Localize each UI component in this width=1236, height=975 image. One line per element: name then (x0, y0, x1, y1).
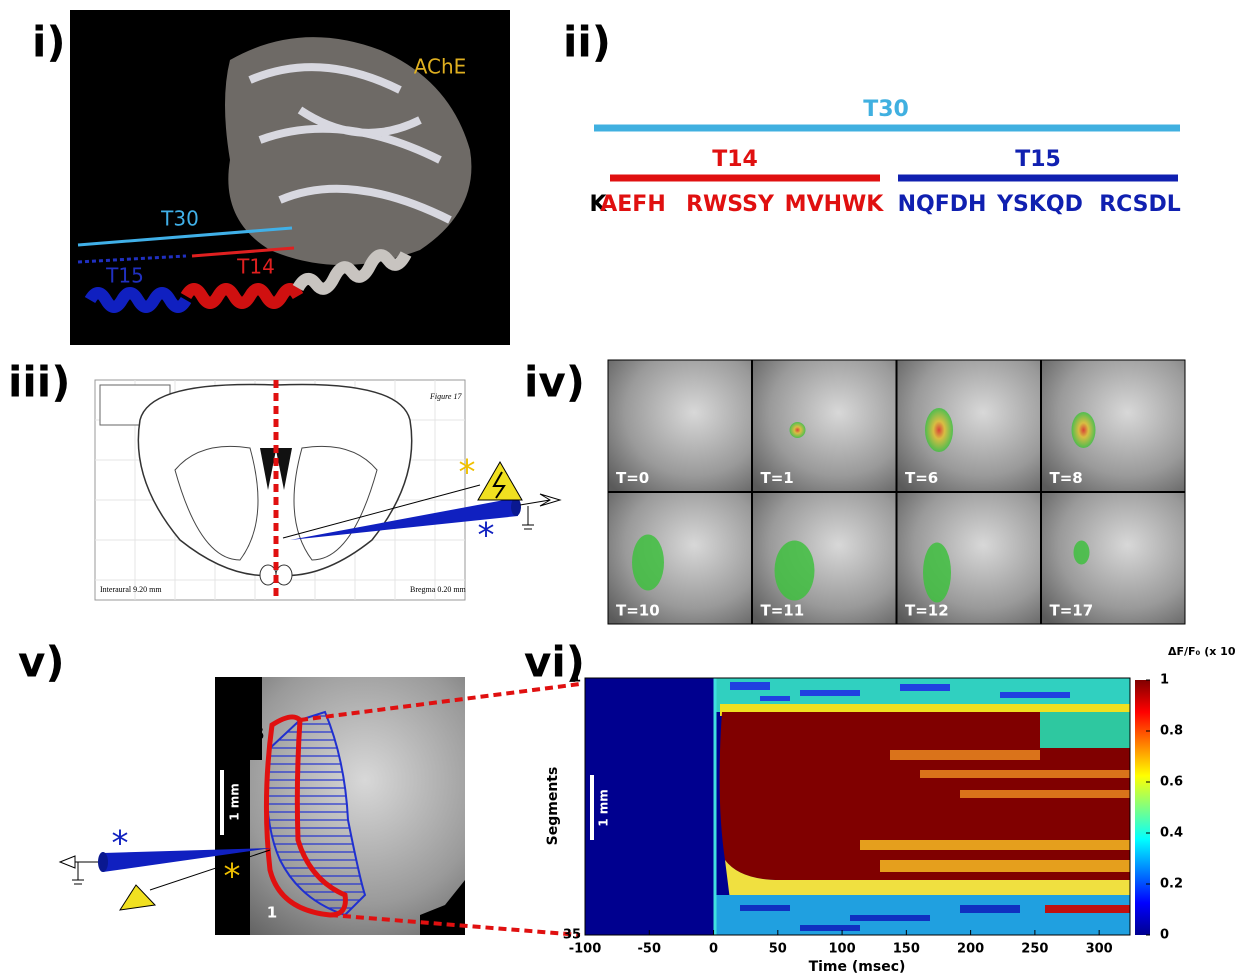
atlas-bregma: Bregma 0.20 mm (410, 585, 467, 594)
t30-label: T30 (160, 207, 199, 231)
y-axis-title: Segments (545, 767, 561, 846)
x-tick-label: -100 (569, 942, 602, 957)
segment-bottom: 1 (267, 904, 277, 922)
panel-label: vi) (524, 638, 585, 687)
panel-label: v) (18, 638, 65, 687)
protein-label: AChE (414, 55, 467, 79)
x-tick-label: 150 (893, 942, 920, 957)
svg-text:*: * (224, 857, 241, 897)
frame-grid: T=0 T=1 T=6 T=8 T=10 T=11 T=12 T=17 (607, 359, 1186, 625)
residue: RWSSY (686, 192, 775, 217)
colorbar-tick-label: 0.6 (1160, 775, 1183, 790)
plot-frame (584, 677, 1131, 936)
residue: NQFDH (898, 192, 987, 217)
x-tick-label: 100 (829, 942, 856, 957)
atlas-interaural: Interaural 9.20 mm (100, 585, 162, 594)
residue: K (589, 192, 607, 217)
t15-label: T15 (1015, 147, 1061, 172)
activity-blob (789, 422, 806, 438)
frame-image (1041, 359, 1186, 492)
residue: MVHWK (785, 192, 885, 217)
colorbar-tick-label: 0.8 (1160, 724, 1183, 739)
svg-text:*: * (459, 453, 476, 493)
x-axis-title: Time (msec) (809, 959, 906, 975)
brain-atlas: * * (94, 379, 562, 601)
svg-text:*: * (112, 824, 129, 864)
x-tick-label: -50 (638, 942, 662, 957)
residue: AEFH (600, 192, 666, 217)
svg-text:*: * (478, 516, 495, 556)
frame-label: T=1 (761, 469, 794, 487)
atlas-figure: Figure 17 (429, 392, 462, 401)
scale-label: 1 mm (597, 789, 611, 827)
t15-label: T15 (105, 264, 144, 288)
y-tick-label: 1 (572, 671, 581, 686)
activity-blob (925, 408, 953, 452)
frame-image (896, 359, 1041, 492)
frame-image (1041, 492, 1186, 625)
frame-image (752, 359, 897, 492)
frame-image (896, 492, 1041, 625)
frame-label: T=10 (616, 602, 660, 620)
colorbar-tick-label: 1 (1160, 673, 1169, 688)
panel-label: iii) (8, 358, 70, 407)
segment-image: * * (58, 677, 581, 937)
colorbar-tick-label: 0 (1160, 928, 1169, 943)
y-tick-label: 35 (563, 928, 581, 943)
residue: RCSDL (1099, 192, 1181, 217)
panel-label: ii) (563, 18, 611, 67)
activity-blob (1073, 540, 1090, 565)
panel-label: i) (32, 18, 66, 67)
frame-label: T=8 (1050, 469, 1083, 487)
heatmap (585, 678, 1130, 935)
x-tick-label: 0 (709, 942, 718, 957)
activity-blob (774, 540, 815, 601)
x-tick-label: 300 (1086, 942, 1113, 957)
x-tick-label: 250 (1021, 942, 1048, 957)
panel-label: iv) (524, 358, 585, 407)
activity-blob (923, 542, 951, 603)
frame-image (607, 359, 752, 492)
t14-label: T14 (236, 255, 275, 279)
activity-blob (1071, 412, 1096, 448)
colorbar-title: ΔF/F₀ (x 10⁻³) (1168, 645, 1236, 658)
colorbar-tick-label: 0.2 (1160, 877, 1183, 892)
protein-structure (70, 10, 510, 345)
frame-label: T=17 (1050, 602, 1094, 620)
colorbar (1135, 680, 1150, 935)
x-tick-label: 200 (957, 942, 984, 957)
scale-label: 1 mm (228, 783, 242, 821)
frame-label: T=12 (905, 602, 949, 620)
t14-label: T14 (712, 147, 758, 172)
activity-blob (632, 534, 664, 591)
t30-label: T30 (863, 97, 909, 122)
segment-top: 35 (244, 726, 265, 744)
frame-label: T=6 (905, 469, 938, 487)
frame-image (607, 492, 752, 625)
residue: YSKQD (996, 192, 1083, 217)
colorbar-tick-label: 0.4 (1160, 826, 1183, 841)
x-tick-label: 50 (769, 942, 787, 957)
frame-label: T=0 (616, 469, 649, 487)
frame-label: T=11 (761, 602, 805, 620)
